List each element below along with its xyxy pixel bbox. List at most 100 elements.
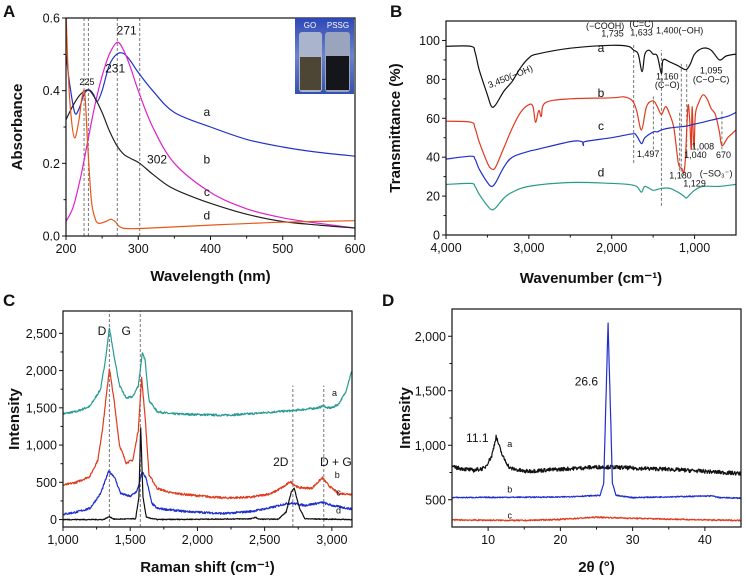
plot-frame (451, 308, 742, 528)
y-tick-label: 1,000 (26, 439, 57, 453)
panel-letter: D (382, 291, 394, 310)
annotation-label: 1,400(−OH) (656, 26, 703, 36)
annotation-label: 231 (105, 62, 125, 76)
series-label-a: a (204, 105, 211, 119)
series-label-c: c (204, 185, 210, 199)
series-line-d (63, 427, 352, 521)
y-tick-label: 60 (426, 112, 440, 126)
chart-panel-b: Ba b c d 4,000 3,000 2,000 1,000 0 20 40 60 80 100 Wav… (387, 2, 737, 287)
y-axis-title: Transmittance (%) (387, 63, 404, 192)
series-label-c: c (598, 119, 604, 133)
series-label-d: d (336, 506, 341, 516)
x-tick-label: 300 (128, 242, 149, 256)
series-label-b: b (335, 470, 340, 480)
y-tick-label: 2,000 (415, 330, 446, 344)
inset-photo: GO PSSG (295, 18, 354, 94)
x-tick-label: 1,500 (115, 533, 146, 547)
y-tick-label: 500 (425, 493, 446, 507)
annotation-label: D (98, 324, 107, 338)
annotation-label: 1,129 (683, 178, 706, 188)
panel-letter: B (390, 2, 402, 21)
annotation-label: (C=C) (629, 19, 653, 29)
x-tick-label: 40 (698, 533, 712, 547)
annotation-label: (C−O−C) (693, 74, 730, 84)
annotation-label: 2D (273, 455, 289, 469)
series-label-b: b (598, 86, 605, 100)
y-tick-label: 0 (433, 229, 440, 243)
x-tick-label: 600 (345, 242, 366, 256)
y-axis-title: Absorbance (9, 84, 26, 171)
series-line-b (446, 94, 736, 174)
x-tick-label: 1,000 (47, 533, 78, 547)
annotation-label: G (122, 324, 131, 338)
x-axis-title: Raman shift (cm⁻¹) (140, 559, 275, 576)
annotation-label: 1,095 (700, 66, 723, 76)
x-axis-title: Wavelength (nm) (150, 268, 270, 285)
annotation-label: 3,450(−OH) (487, 63, 535, 90)
y-tick-label: 1,500 (415, 384, 446, 398)
annotation-label: 1,180 (669, 171, 692, 181)
y-tick-label: 0 (50, 513, 57, 527)
annotation-label: D + G (320, 455, 352, 469)
series-label-c: c (508, 510, 513, 520)
series-label-c: c (336, 488, 341, 498)
y-tick-label: 0.0 (43, 230, 60, 244)
x-tick-label: 30 (626, 533, 640, 547)
annotation-label: 26.6 (575, 374, 599, 388)
annotation-label: (−COOH) (586, 21, 624, 31)
x-tick-label: 10 (481, 533, 495, 547)
y-tick-label: 100 (419, 34, 440, 48)
plot-frame (445, 20, 737, 236)
chart-panel-c: Ca bcd 1,000 1,500 2,000 2,500 3,000 0 500 1,000 1… (3, 291, 353, 576)
series-label-d: d (598, 166, 605, 180)
y-tick-label: 1,000 (415, 439, 446, 453)
x-tick-label: 3,000 (513, 241, 544, 255)
annotation-label: 1,008 (692, 141, 715, 151)
x-tick-label: 500 (272, 242, 293, 256)
annotation-label: 670 (716, 150, 731, 160)
x-tick-label: 400 (200, 242, 221, 256)
annotation-label: 225 (79, 77, 94, 87)
series-label-b: b (204, 152, 211, 166)
series-line-c (66, 89, 355, 229)
series-label-a: a (507, 439, 512, 449)
annotation-label: 11.1 (466, 431, 489, 445)
x-axis-title: 2θ (°) (578, 559, 615, 576)
x-tick-label: 4,000 (430, 241, 461, 255)
series-line-b (63, 368, 352, 500)
annotation-label: 1,497 (637, 149, 660, 159)
y-tick-label: 0.4 (43, 84, 60, 98)
chart-panel-d: Da b c 10 20 30 40 500 1,000 1,500 2,000 2θ (°) Inte… (382, 291, 742, 576)
x-tick-label: 20 (553, 533, 567, 547)
y-tick-label: 80 (426, 73, 440, 87)
x-tick-label: 2,500 (249, 533, 280, 547)
series-line-c (446, 111, 736, 187)
panel-letter: A (3, 2, 15, 21)
annotation-label: (C−O) (655, 80, 680, 90)
annotation-label: (−SO₃⁻) (700, 169, 733, 179)
panel-letter: C (3, 291, 15, 310)
x-tick-label: 1,000 (679, 241, 710, 255)
x-axis-title: Wavenumber (cm⁻¹) (520, 270, 662, 287)
photo-label-go: GO (304, 21, 316, 30)
annotation-label: 1,633 (630, 28, 653, 38)
y-axis-title: Intensity (6, 388, 23, 450)
series-label-a: a (598, 41, 605, 55)
series-line-a (446, 44, 736, 108)
y-tick-label: 2,000 (26, 364, 57, 378)
annotation-label: 302 (147, 152, 167, 166)
series-label-b: b (507, 485, 512, 495)
y-tick-label: 2,500 (26, 327, 57, 341)
x-tick-label: 200 (56, 242, 77, 256)
plot-frame (62, 310, 353, 528)
annotation-label: 1,160 (656, 71, 679, 81)
y-tick-label: 1,500 (26, 401, 57, 415)
x-tick-label: 2,000 (596, 241, 627, 255)
series-line-d (446, 181, 736, 211)
y-tick-label: 500 (36, 476, 57, 490)
y-tick-label: 20 (426, 190, 440, 204)
y-axis-title: Intensity (397, 387, 414, 449)
chart-panel-a: Aa b cd 200 300 400 500 600 0.0 0.2 0.4 0.6 Waveleng… (3, 2, 365, 285)
